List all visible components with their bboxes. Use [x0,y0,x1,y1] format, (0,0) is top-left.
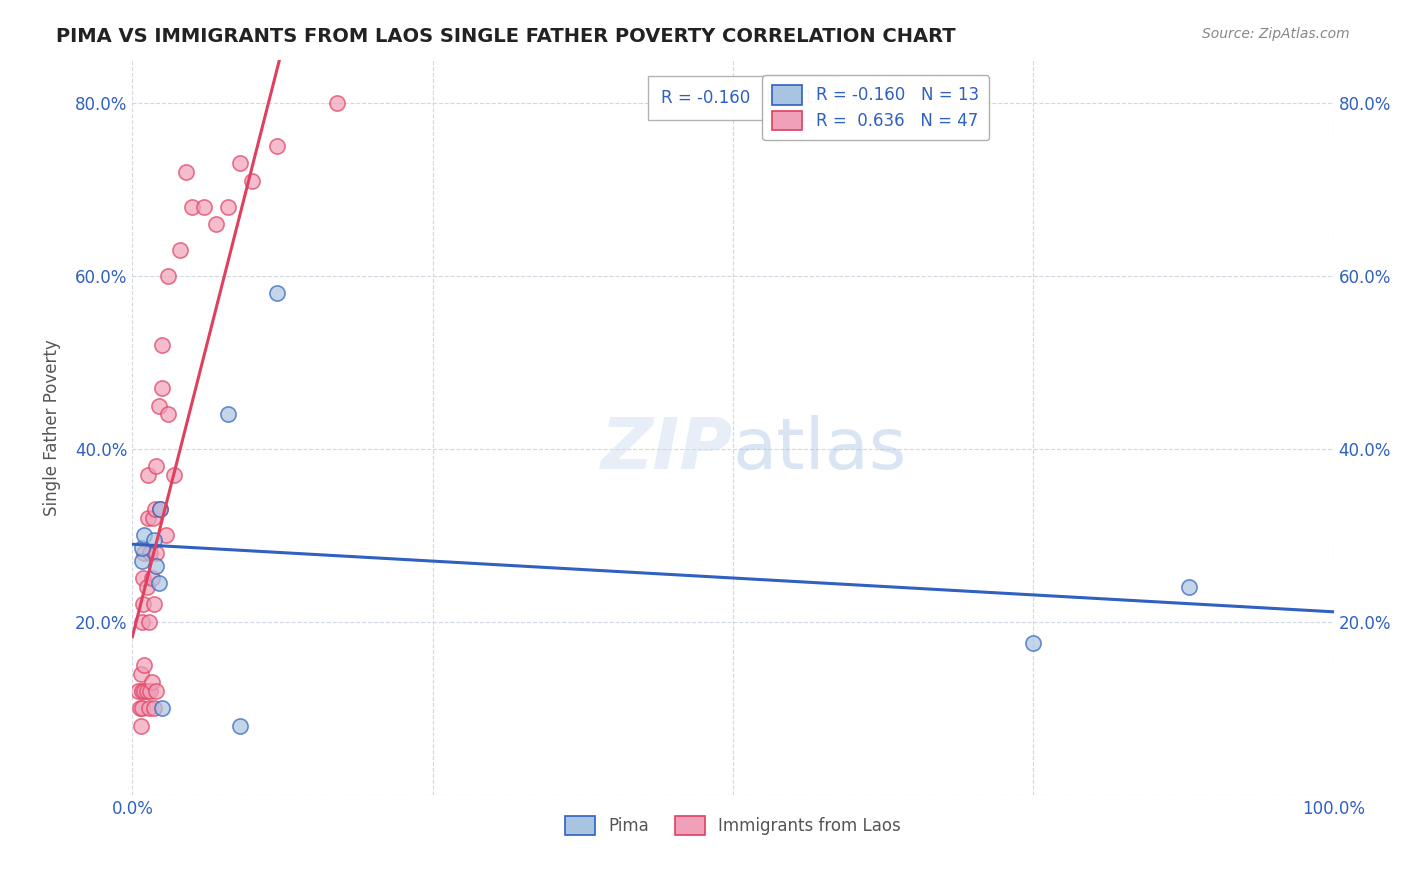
Point [143,598,166,612]
Point [266,286,288,301]
Point [149,502,172,516]
Point [142,511,165,525]
Point [131,615,153,629]
Point [143,533,166,547]
Text: Source: ZipAtlas.com: Source: ZipAtlas.com [1202,27,1350,41]
Point [132,572,155,586]
Point [325,95,347,110]
Point [136,467,159,482]
Point [149,502,172,516]
Point [138,615,160,629]
Text: PIMA VS IMMIGRANTS FROM LAOS SINGLE FATHER POVERTY CORRELATION CHART: PIMA VS IMMIGRANTS FROM LAOS SINGLE FATH… [56,27,956,45]
Point [134,528,156,542]
Point [152,338,174,352]
Point [157,407,180,421]
Point [242,174,264,188]
Point [145,684,167,698]
Point [131,701,153,715]
Point [1178,580,1201,594]
Point [148,399,170,413]
Point [1022,636,1045,650]
Point [135,580,157,594]
Point [145,545,167,559]
Point [132,598,155,612]
Point [181,200,204,214]
Point [131,684,153,698]
Y-axis label: Single Father Poverty: Single Father Poverty [44,339,60,516]
Text: atlas: atlas [733,415,907,483]
Point [145,459,167,474]
Point [129,718,152,732]
Point [131,541,153,556]
Point [229,156,252,170]
Point [266,139,288,153]
Point [134,657,156,672]
Point [127,684,149,698]
Point [217,200,239,214]
Point [135,684,157,698]
Point [155,528,177,542]
Text: ZIP: ZIP [600,415,733,483]
Point [134,684,156,698]
Point [157,268,180,283]
Point [134,545,156,559]
Point [141,572,163,586]
Point [143,701,166,715]
Point [145,558,167,573]
Point [136,511,159,525]
Point [128,701,150,715]
Legend: Pima, Immigrants from Laos: Pima, Immigrants from Laos [555,806,911,846]
Point [176,165,198,179]
Point [169,243,191,257]
Point [152,701,174,715]
Point [129,666,152,681]
Point [143,502,166,516]
Point [139,545,162,559]
Point [205,217,228,231]
Point [152,381,174,395]
Point [131,554,153,568]
Point [193,200,215,214]
Point [138,701,160,715]
Text: R = -0.160   N = 13: R = -0.160 N = 13 [661,89,824,107]
Point [139,684,162,698]
Point [148,575,170,590]
Point [163,467,186,482]
Point [217,407,239,421]
Point [229,718,252,732]
Point [141,675,163,690]
